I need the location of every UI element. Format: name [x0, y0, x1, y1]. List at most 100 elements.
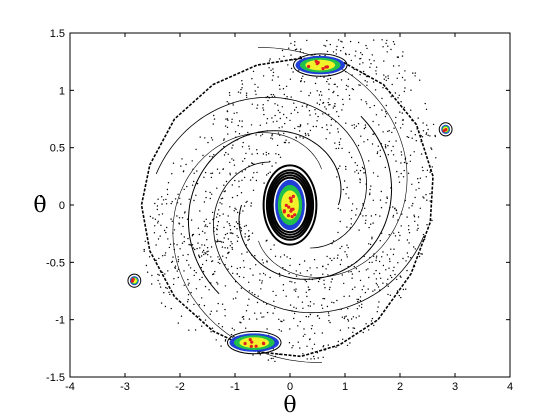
sea-point: [245, 327, 247, 329]
sea-point: [385, 104, 387, 107]
sea-point: [340, 50, 342, 52]
sea-point: [227, 251, 229, 254]
sea-point: [309, 305, 311, 307]
sea-point: [306, 358, 308, 360]
sea-point: [254, 83, 256, 86]
sea-point: [345, 165, 347, 168]
sea-point: [355, 50, 357, 52]
sea-point: [342, 103, 344, 106]
sea-point: [358, 270, 360, 273]
sea-point: [250, 205, 252, 207]
sea-point: [381, 109, 383, 111]
sea-point: [214, 270, 216, 273]
x-tick-label: 1: [342, 381, 348, 393]
x-tick-label: 4: [507, 381, 513, 393]
sea-point: [353, 327, 356, 329]
sea-point: [269, 58, 271, 60]
sea-point: [164, 254, 166, 256]
x-tick-label: -4: [65, 381, 75, 393]
sea-point: [398, 176, 400, 178]
sea-point: [321, 307, 324, 309]
sea-point: [228, 92, 231, 94]
sea-point: [373, 255, 375, 257]
sea-point: [224, 247, 226, 249]
sea-point: [232, 159, 235, 161]
plot-area: [127, 39, 453, 363]
sea-point: [293, 312, 296, 315]
sea-point: [245, 201, 247, 204]
sea-point: [223, 237, 225, 239]
sea-point: [392, 206, 394, 208]
sea-point: [329, 43, 331, 46]
island-core-point: [289, 199, 293, 203]
sea-point: [419, 177, 422, 179]
sea-point: [216, 281, 218, 284]
sea-point: [323, 76, 325, 78]
sea-point: [229, 174, 231, 176]
sea-point: [362, 331, 364, 334]
sea-point: [350, 156, 353, 159]
sea-point: [322, 345, 325, 347]
sea-point: [372, 199, 374, 201]
sea-point: [282, 88, 285, 90]
sea-point: [375, 259, 377, 262]
sea-point: [293, 44, 296, 46]
sea-point: [177, 193, 179, 195]
sea-point: [302, 75, 304, 78]
sea-point: [354, 162, 356, 164]
sea-point: [400, 172, 402, 175]
sea-point: [410, 130, 412, 132]
sea-point: [237, 211, 239, 214]
sea-point: [259, 354, 261, 356]
sea-point: [361, 289, 363, 291]
sea-point: [368, 276, 370, 279]
center-ring: [269, 174, 311, 236]
sea-point: [170, 202, 172, 205]
sea-point: [204, 252, 206, 254]
sea-point: [232, 144, 234, 146]
sea-point: [160, 302, 163, 304]
sea-point: [240, 287, 243, 289]
sea-point: [254, 90, 256, 92]
sea-point: [166, 193, 169, 196]
sea-point: [429, 193, 431, 195]
sea-point: [272, 68, 274, 70]
sea-point: [223, 154, 226, 156]
sea-point: [359, 279, 362, 282]
sea-point: [365, 215, 367, 217]
sea-point: [408, 207, 410, 209]
sea-point: [391, 83, 393, 86]
sea-point: [397, 56, 399, 58]
sea-point: [220, 198, 222, 200]
sea-point: [203, 304, 206, 307]
y-tick-label: -1.5: [46, 372, 65, 384]
sea-point: [327, 344, 329, 346]
sea-point: [396, 278, 398, 281]
sea-point: [193, 172, 195, 174]
sea-point: [203, 176, 205, 178]
sea-point: [300, 90, 302, 93]
sea-point: [178, 217, 181, 219]
sea-point: [414, 72, 416, 74]
sea-point: [224, 285, 227, 287]
sea-point: [246, 251, 248, 253]
sea-point: [158, 257, 160, 260]
sea-point: [356, 308, 359, 310]
sea-point: [377, 175, 379, 177]
sea-point: [207, 254, 209, 256]
sea-point: [268, 60, 271, 62]
sea-point: [263, 113, 265, 116]
sea-point: [398, 65, 400, 67]
sea-point: [313, 358, 315, 360]
sea-point: [279, 156, 282, 158]
sea-point: [385, 269, 387, 271]
sea-point: [256, 104, 259, 106]
sea-point: [341, 41, 343, 43]
sea-point: [339, 247, 341, 250]
sea-point: [301, 301, 304, 303]
sea-point: [345, 53, 347, 56]
sea-point: [172, 162, 175, 164]
sea-point: [421, 253, 423, 255]
sea-point: [201, 276, 203, 279]
sea-point: [220, 345, 222, 347]
